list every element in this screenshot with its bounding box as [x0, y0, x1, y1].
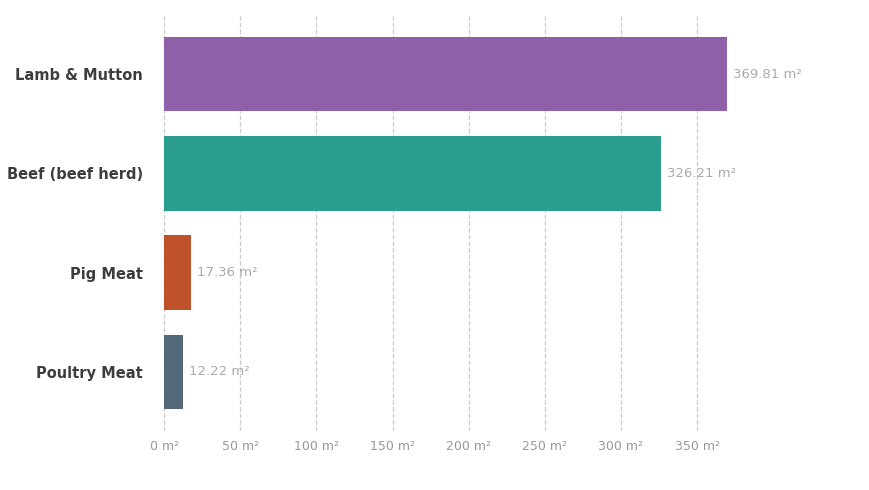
Bar: [164, 235, 190, 310]
Text: 12.22 m²: 12.22 m²: [189, 365, 249, 378]
Text: 369.81 m²: 369.81 m²: [733, 68, 801, 81]
Text: 326.21 m²: 326.21 m²: [667, 167, 735, 180]
Bar: [164, 335, 182, 409]
Text: 17.36 m²: 17.36 m²: [196, 266, 257, 279]
Bar: [164, 136, 660, 211]
Bar: [164, 37, 726, 111]
